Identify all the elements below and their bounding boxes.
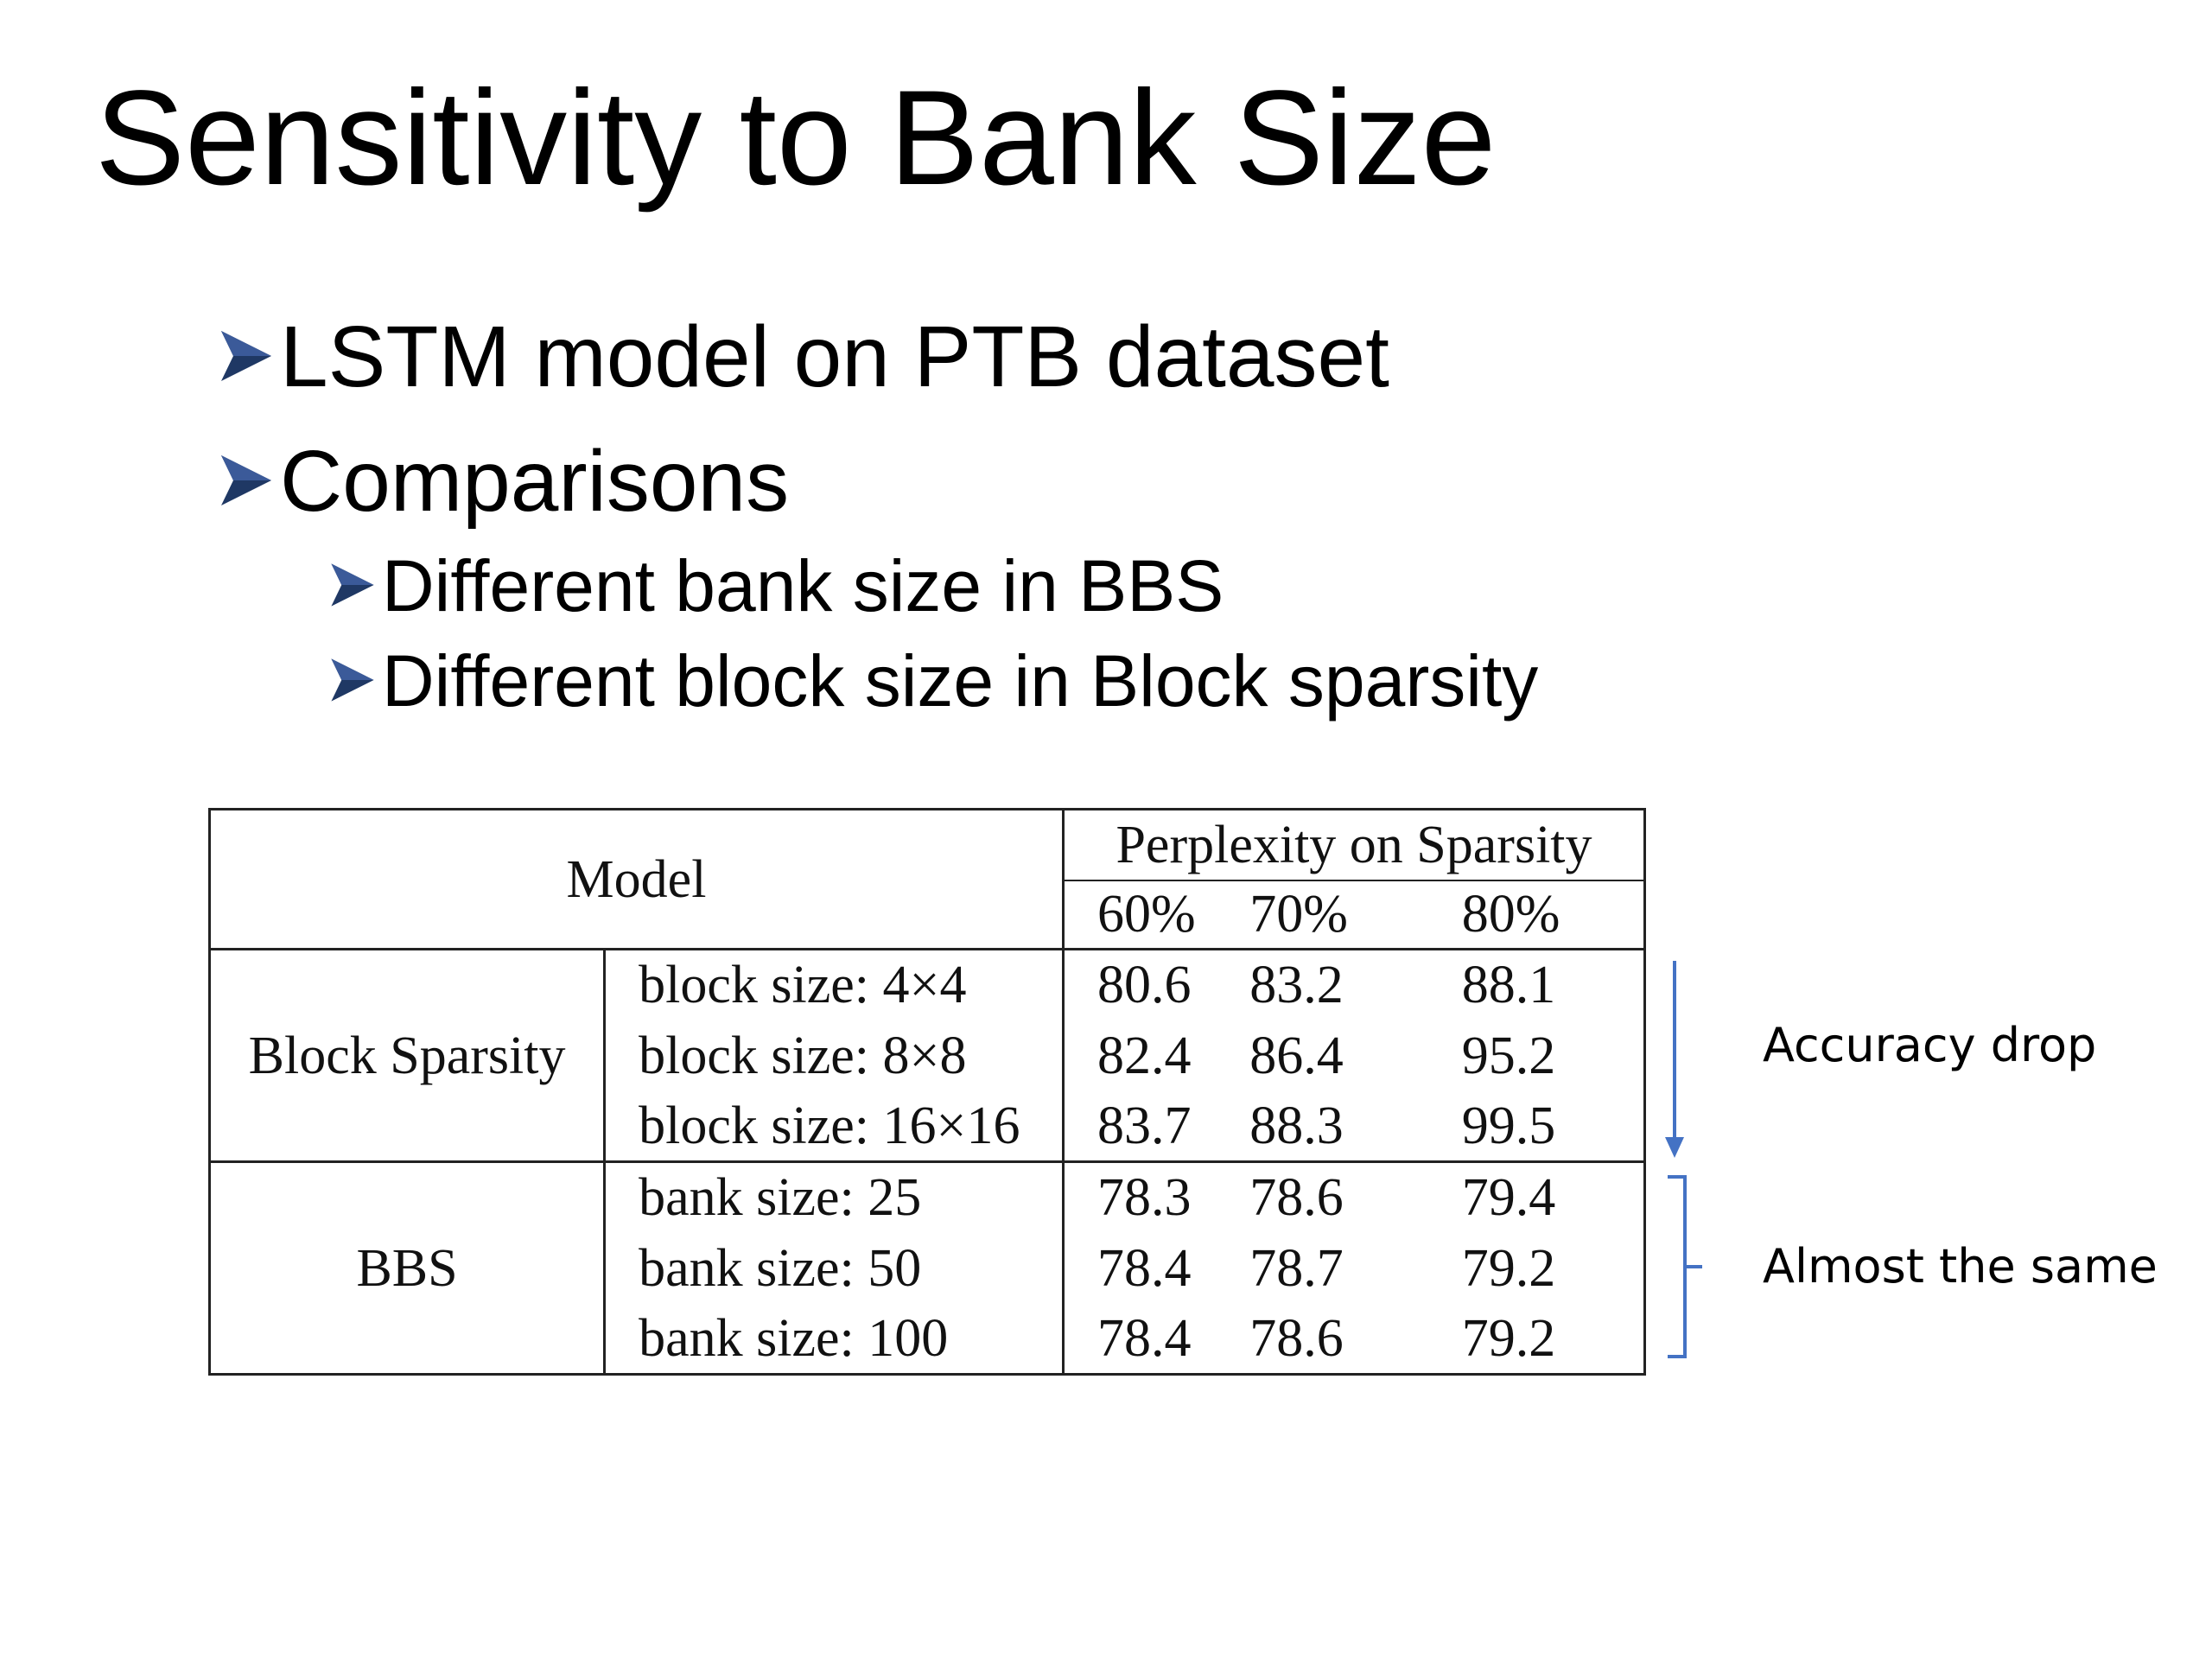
table-cell: 88.1 — [1461, 949, 1646, 1020]
table-cell: 78.4 — [1063, 1303, 1250, 1376]
annotation-almost-same: Almost the same — [1763, 1239, 2158, 1294]
table-cell: 86.4 — [1249, 1026, 1344, 1085]
header-perplexity: Perplexity on Sparsity — [1063, 808, 1647, 881]
table-cell: 99.5 — [1461, 1090, 1646, 1163]
bullet-text: LSTM model on PTB dataset — [280, 308, 1389, 405]
row-label: bank size: 25 — [604, 1161, 1065, 1233]
header-sparsity-70: 70% — [1249, 880, 1462, 950]
table-cell: 78.7 — [1249, 1238, 1344, 1298]
row-label: block size: 4×4 — [604, 949, 1065, 1020]
group-label-block-sparsity: Block Sparsity — [207, 949, 607, 1163]
header-sparsity-60: 60% — [1063, 880, 1250, 950]
table-cell: 78.6 — [1249, 1168, 1344, 1228]
right-brace-icon — [1668, 1175, 1702, 1358]
table-cell: 78.4 — [1096, 1238, 1192, 1298]
bullet-text: Different bank size in BBS — [382, 544, 1224, 626]
row-label: bank size: 50 — [604, 1232, 1065, 1304]
down-arrow-icon — [1665, 961, 1684, 1158]
arrow-bullet-icon — [218, 308, 275, 407]
results-table-container: Model Perplexity on Sparsity 60% 70% 80%… — [207, 808, 1647, 1376]
header-model: Model — [208, 808, 1065, 950]
table-cell: 88.3 — [1249, 1090, 1462, 1163]
arrow-bullet-icon — [328, 639, 377, 723]
header-sparsity-80: 80% — [1461, 880, 1646, 950]
slide-title: Sensitivity to Bank Size — [95, 63, 1497, 213]
bullet-item: Different block size in Block sparsity — [328, 633, 1538, 728]
table-cell: 83.7 — [1063, 1090, 1250, 1163]
group-label-bbs: BBS — [207, 1161, 607, 1376]
table-cell: 79.2 — [1461, 1303, 1646, 1376]
table-cell: 78.6 — [1249, 1303, 1462, 1376]
bullet-text: Comparisons — [280, 432, 790, 530]
row-label: block size: 16×16 — [604, 1090, 1065, 1163]
results-table: Model Perplexity on Sparsity 60% 70% 80%… — [207, 808, 1647, 1376]
bullet-item: Different bank size in BBS — [328, 538, 1224, 633]
row-label: block size: 8×8 — [604, 1020, 1065, 1091]
table-cell: 80.6 — [1096, 956, 1192, 1015]
table-cell: 82.4 — [1096, 1026, 1192, 1085]
table-cell: 79.4 — [1461, 1161, 1646, 1233]
bullet-list: LSTM model on PTB dataset Comparisons Di… — [0, 0, 2212, 778]
table-cell: 95.2 — [1461, 1020, 1646, 1091]
bullet-text: Different block size in Block sparsity — [382, 639, 1539, 721]
table-cell: 83.2 — [1249, 956, 1344, 1015]
annotation-accuracy-drop: Accuracy drop — [1763, 1018, 2097, 1072]
bullet-item: LSTM model on PTB dataset — [218, 301, 1389, 413]
arrow-bullet-icon — [218, 432, 275, 531]
arrow-bullet-icon — [328, 544, 377, 628]
row-label: bank size: 100 — [604, 1303, 1065, 1376]
table-cell: 79.2 — [1461, 1232, 1646, 1304]
bullet-item: Comparisons — [218, 425, 789, 537]
table-cell: 78.3 — [1096, 1168, 1192, 1228]
